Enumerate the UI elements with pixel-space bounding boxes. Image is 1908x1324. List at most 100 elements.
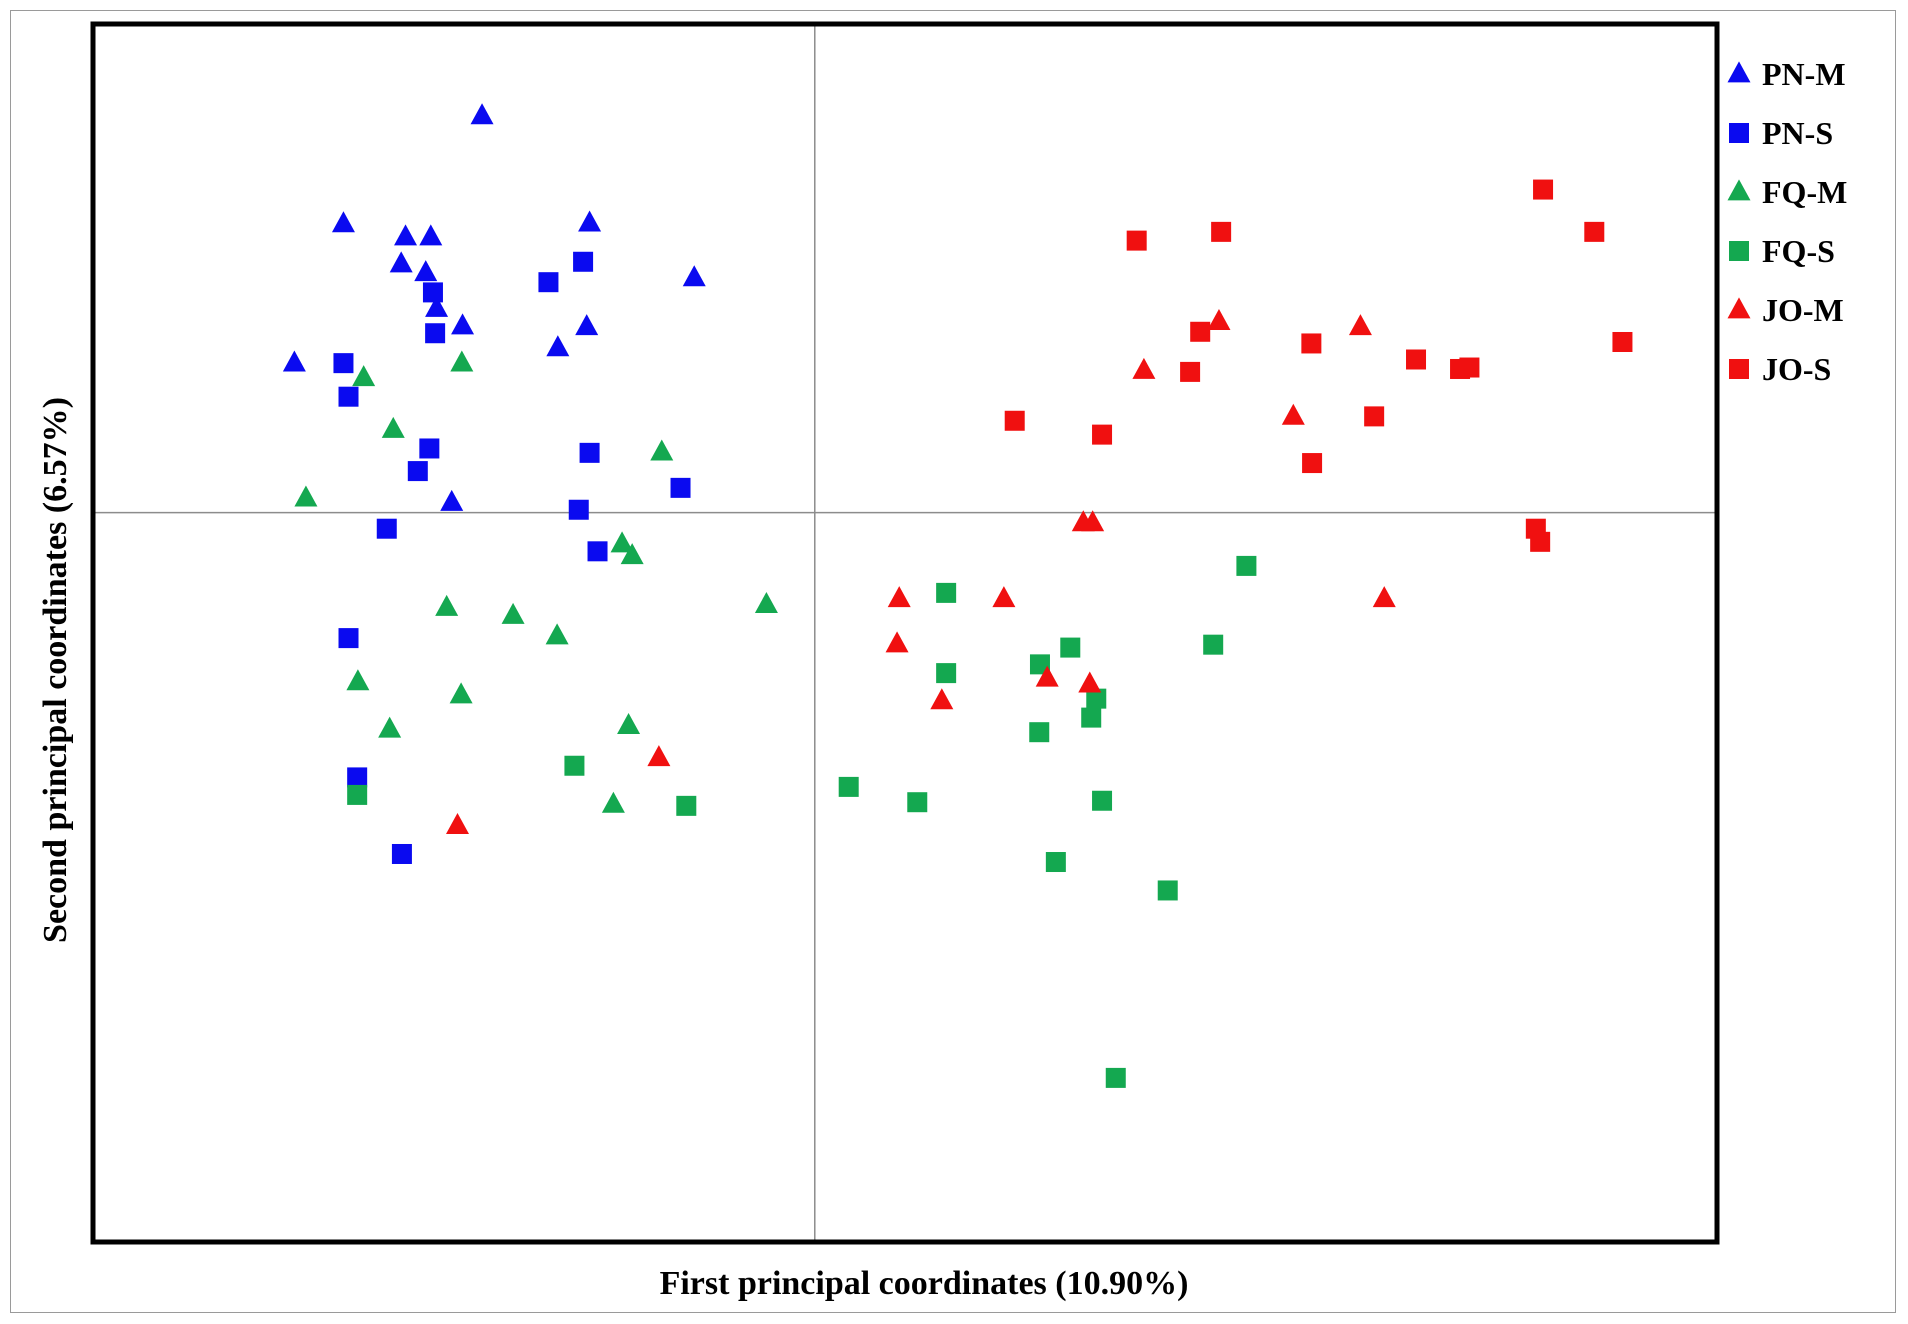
point-jo-m — [930, 688, 954, 710]
point-fq-m — [352, 365, 376, 387]
point-fq-s — [1092, 790, 1113, 811]
legend-item-pn-m: PN-M — [1727, 56, 1846, 92]
legend-label: PN-M — [1762, 56, 1846, 92]
point-pn-s — [587, 541, 608, 562]
legend-marker-pn-s — [1729, 123, 1749, 143]
point-jo-m — [1207, 308, 1231, 330]
point-pn-m — [394, 224, 418, 246]
legend-label: JO-M — [1762, 292, 1844, 328]
point-pn-m — [389, 251, 413, 273]
point-fq-m — [617, 713, 641, 735]
point-fq-s — [564, 755, 585, 776]
point-jo-s — [1092, 424, 1113, 445]
point-jo-m — [1372, 586, 1396, 608]
point-fq-m — [294, 485, 318, 507]
point-fq-m — [610, 531, 634, 553]
point-jo-s — [1301, 333, 1322, 354]
legend-marker-pn-m — [1727, 61, 1751, 83]
legend-label: PN-S — [1762, 115, 1833, 151]
x-axis-title: First principal coordinates (10.90%) — [660, 1265, 1189, 1302]
series-jo-m — [445, 308, 1396, 834]
point-jo-s — [1612, 331, 1633, 352]
point-jo-m — [1035, 665, 1059, 687]
point-jo-s — [1180, 361, 1201, 382]
legend-marker-jo-m — [1727, 297, 1751, 319]
series-fq-s — [347, 555, 1257, 1088]
point-pn-s — [407, 461, 428, 482]
point-pn-s — [338, 386, 359, 407]
legend: PN-M PN-S FQ-M FQ-S JO-M JO-S — [1727, 56, 1847, 387]
point-jo-m — [647, 745, 671, 767]
y-axis-title: Second principal coordinates (6.57%) — [37, 397, 74, 943]
point-fq-m — [501, 602, 525, 624]
point-jo-s — [1530, 531, 1551, 552]
point-jo-m — [1348, 314, 1372, 336]
plot-area-border — [90, 21, 1720, 1245]
series-fq-m — [294, 350, 778, 813]
point-jo-s — [1004, 410, 1025, 431]
point-fq-s — [1086, 688, 1107, 709]
point-pn-m — [282, 350, 306, 372]
point-pn-m — [470, 103, 494, 125]
point-fq-m — [346, 669, 370, 691]
point-pn-s — [338, 628, 359, 649]
point-jo-m — [992, 586, 1016, 608]
point-pn-m — [575, 314, 599, 336]
point-pn-m — [451, 313, 475, 335]
legend-item-jo-m: JO-M — [1727, 292, 1844, 328]
point-fq-s — [1236, 555, 1257, 576]
point-fq-m — [601, 791, 625, 813]
point-fq-m — [450, 350, 474, 372]
legend-marker-jo-s — [1729, 359, 1749, 379]
point-pn-s — [376, 518, 397, 539]
legend-item-fq-s: FQ-S — [1729, 233, 1835, 269]
point-pn-m — [682, 265, 706, 287]
point-fq-s — [1157, 880, 1178, 901]
figure-frame — [10, 10, 1896, 1313]
point-fq-s — [1203, 634, 1224, 655]
legend-item-pn-s: PN-S — [1729, 115, 1833, 151]
legend-marker-fq-s — [1729, 241, 1749, 261]
zero-lines — [93, 24, 1717, 1242]
point-pn-s — [579, 442, 600, 463]
point-pn-m — [440, 489, 464, 511]
point-pn-s — [422, 282, 443, 303]
point-fq-m — [650, 439, 674, 461]
point-fq-s — [347, 784, 368, 805]
point-pn-m — [414, 260, 438, 282]
point-pn-s — [573, 251, 594, 272]
point-jo-m — [1281, 403, 1305, 425]
point-fq-s — [1029, 722, 1050, 743]
point-jo-s — [1533, 179, 1554, 200]
point-pn-s — [333, 353, 354, 374]
point-fq-m — [378, 716, 402, 738]
point-jo-s — [1364, 406, 1385, 427]
point-pn-s — [538, 272, 559, 293]
point-fq-s — [907, 792, 928, 813]
point-fq-s — [1105, 1067, 1126, 1088]
point-jo-s — [1584, 221, 1605, 242]
point-fq-m — [545, 623, 569, 645]
point-pn-m — [419, 224, 443, 246]
point-fq-m — [435, 594, 459, 616]
point-fq-s — [936, 582, 957, 603]
point-pn-m — [546, 335, 570, 357]
point-fq-s — [676, 795, 697, 816]
point-fq-m — [620, 543, 644, 565]
point-fq-s — [1045, 852, 1066, 873]
series-jo-s — [1004, 179, 1633, 552]
point-pn-m — [578, 210, 602, 232]
series-pn-m — [282, 103, 706, 511]
point-fq-s — [936, 663, 957, 684]
legend-item-fq-m: FQ-M — [1727, 174, 1847, 210]
point-fq-s — [838, 776, 859, 797]
point-pn-s — [425, 323, 446, 344]
point-jo-m — [887, 586, 911, 608]
point-pn-m — [425, 295, 449, 317]
point-fq-m — [754, 591, 778, 613]
point-jo-s — [1302, 453, 1323, 474]
point-pn-s — [568, 499, 589, 520]
point-jo-m — [885, 631, 909, 653]
point-fq-s — [1081, 707, 1102, 728]
